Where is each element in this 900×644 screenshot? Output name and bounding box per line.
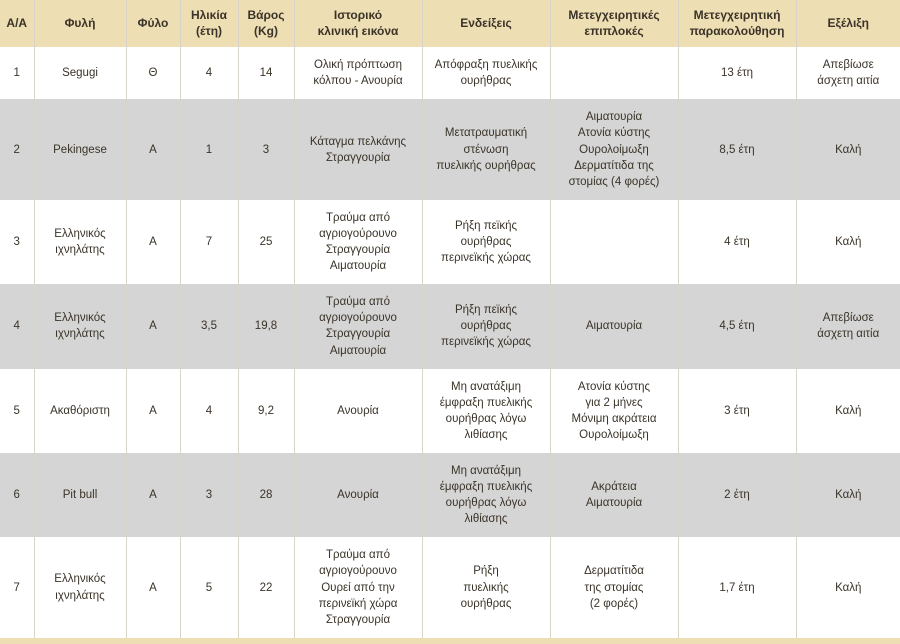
cell-sex: Α bbox=[126, 537, 180, 637]
cell-outcome: Καλή bbox=[796, 537, 900, 637]
cell-breed: Ελληνικόςιχνηλάτης bbox=[34, 200, 126, 284]
col-header-history: Ιστορικόκλινική εικόνα bbox=[294, 0, 422, 47]
cell-complic bbox=[550, 200, 678, 284]
cell-outcome: Απεβίωσεάσχετη αιτία bbox=[796, 47, 900, 99]
cell-aa: 5 bbox=[0, 369, 34, 453]
cell-aa: 7 bbox=[0, 537, 34, 637]
cell-weight: 3 bbox=[238, 99, 294, 199]
table-row: 3ΕλληνικόςιχνηλάτηςΑ725Τραύμα απόαγριογο… bbox=[0, 200, 900, 284]
cell-complic: ΑιματουρίαΑτονία κύστηςΟυρολοίμωξηΔερματ… bbox=[550, 99, 678, 199]
cell-outcome: Καλή bbox=[796, 453, 900, 537]
cell-sex: Α bbox=[126, 200, 180, 284]
cell-indic: Απόφραξη πυελικήςουρήθρας bbox=[422, 47, 550, 99]
cell-breed: Ελληνικόςιχνηλάτης bbox=[34, 537, 126, 637]
cell-breed: Ελληνικόςιχνηλάτης bbox=[34, 284, 126, 368]
cell-followup: 13 έτη bbox=[678, 47, 796, 99]
cell-indic: Μη ανατάξιμηέμφραξη πυελικήςουρήθρας λόγ… bbox=[422, 453, 550, 537]
cell-aa: 6 bbox=[0, 453, 34, 537]
cell-breed: Pit bull bbox=[34, 453, 126, 537]
col-header-complic: Μετεγχειρητικέςεπιπλοκές bbox=[550, 0, 678, 47]
cell-indic: Ρήξηπυελικήςουρήθρας bbox=[422, 537, 550, 637]
col-header-indic: Ενδείξεις bbox=[422, 0, 550, 47]
cell-complic: Αιματουρία bbox=[550, 284, 678, 368]
cell-sex: Θ bbox=[126, 47, 180, 99]
cell-aa: 3 bbox=[0, 200, 34, 284]
col-header-sex: Φύλο bbox=[126, 0, 180, 47]
cell-breed: Segugi bbox=[34, 47, 126, 99]
cell-sex: Α bbox=[126, 369, 180, 453]
cell-outcome: Καλή bbox=[796, 99, 900, 199]
cell-weight: 19,8 bbox=[238, 284, 294, 368]
table-row: 1SegugiΘ414Ολική πρόπτωσηκόλπου - Ανουρί… bbox=[0, 47, 900, 99]
col-header-age: Ηλικία(έτη) bbox=[180, 0, 238, 47]
cell-age: 1 bbox=[180, 99, 238, 199]
cell-age: 3,5 bbox=[180, 284, 238, 368]
cell-indic: Μη ανατάξιμηέμφραξη πυελικήςουρήθρας λόγ… bbox=[422, 369, 550, 453]
cell-complic: ΑκράτειαΑιματουρία bbox=[550, 453, 678, 537]
cell-history: Τραύμα απόαγριογούρουνοΣτραγγουρίαΑιματο… bbox=[294, 200, 422, 284]
cell-age: 5 bbox=[180, 537, 238, 637]
clinical-cases-table: Α/Α Φυλή Φύλο Ηλικία(έτη) Βάρος(Kg) Ιστο… bbox=[0, 0, 900, 644]
cell-sex: Α bbox=[126, 453, 180, 537]
cell-weight: 9,2 bbox=[238, 369, 294, 453]
cell-sex: Α bbox=[126, 284, 180, 368]
table-row: 4ΕλληνικόςιχνηλάτηςΑ3,519,8Τραύμα απόαγρ… bbox=[0, 284, 900, 368]
col-header-followup: Μετεγχειρητικήπαρακολούθηση bbox=[678, 0, 796, 47]
cell-age: 3 bbox=[180, 453, 238, 537]
cell-complic bbox=[550, 47, 678, 99]
table-footer-bar bbox=[0, 638, 900, 644]
col-header-weight: Βάρος(Kg) bbox=[238, 0, 294, 47]
cell-followup: 4,5 έτη bbox=[678, 284, 796, 368]
cell-history: Ολική πρόπτωσηκόλπου - Ανουρία bbox=[294, 47, 422, 99]
col-header-aa: Α/Α bbox=[0, 0, 34, 47]
table-row: 6Pit bullΑ328ΑνουρίαΜη ανατάξιμηέμφραξη … bbox=[0, 453, 900, 537]
cell-breed: Ακαθόριστη bbox=[34, 369, 126, 453]
cell-weight: 25 bbox=[238, 200, 294, 284]
cell-age: 4 bbox=[180, 47, 238, 99]
cell-followup: 8,5 έτη bbox=[678, 99, 796, 199]
cell-breed: Pekingese bbox=[34, 99, 126, 199]
table-row: 5ΑκαθόριστηΑ49,2ΑνουρίαΜη ανατάξιμηέμφρα… bbox=[0, 369, 900, 453]
col-header-outcome: Εξέλιξη bbox=[796, 0, 900, 47]
cell-history: Κάταγμα πελκάνηςΣτραγγουρία bbox=[294, 99, 422, 199]
cell-complic: Δερματίτιδατης στομίας(2 φορές) bbox=[550, 537, 678, 637]
cell-aa: 1 bbox=[0, 47, 34, 99]
table-body: 1SegugiΘ414Ολική πρόπτωσηκόλπου - Ανουρί… bbox=[0, 47, 900, 638]
cell-indic: Μετατραυματικήστένωσηπυελικής ουρήθρας bbox=[422, 99, 550, 199]
cell-followup: 2 έτη bbox=[678, 453, 796, 537]
cell-history: Ανουρία bbox=[294, 453, 422, 537]
cell-history: Ανουρία bbox=[294, 369, 422, 453]
cell-aa: 4 bbox=[0, 284, 34, 368]
cell-followup: 3 έτη bbox=[678, 369, 796, 453]
cell-sex: Α bbox=[126, 99, 180, 199]
cell-age: 7 bbox=[180, 200, 238, 284]
table-row: 7ΕλληνικόςιχνηλάτηςΑ522Τραύμα απόαγριογο… bbox=[0, 537, 900, 637]
cell-aa: 2 bbox=[0, 99, 34, 199]
cell-indic: Ρήξη πεϊκήςουρήθραςπερινεϊκής χώρας bbox=[422, 200, 550, 284]
cell-followup: 1,7 έτη bbox=[678, 537, 796, 637]
table-row: 2PekingeseΑ13Κάταγμα πελκάνηςΣτραγγουρία… bbox=[0, 99, 900, 199]
cell-followup: 4 έτη bbox=[678, 200, 796, 284]
cell-complic: Ατονία κύστηςγια 2 μήνεςΜόνιμη ακράτειαΟ… bbox=[550, 369, 678, 453]
cell-weight: 14 bbox=[238, 47, 294, 99]
cell-indic: Ρήξη πεϊκήςουρήθραςπερινεϊκής χώρας bbox=[422, 284, 550, 368]
cell-weight: 22 bbox=[238, 537, 294, 637]
cell-outcome: Καλή bbox=[796, 369, 900, 453]
col-header-breed: Φυλή bbox=[34, 0, 126, 47]
cell-weight: 28 bbox=[238, 453, 294, 537]
cell-outcome: Απεβίωσεάσχετη αιτία bbox=[796, 284, 900, 368]
cell-history: Τραύμα απόαγριογούρουνοΟυρεί από τηνπερι… bbox=[294, 537, 422, 637]
cell-history: Τραύμα απόαγριογούρουνοΣτραγγουρίαΑιματο… bbox=[294, 284, 422, 368]
cell-age: 4 bbox=[180, 369, 238, 453]
table-header-row: Α/Α Φυλή Φύλο Ηλικία(έτη) Βάρος(Kg) Ιστο… bbox=[0, 0, 900, 47]
cell-outcome: Καλή bbox=[796, 200, 900, 284]
